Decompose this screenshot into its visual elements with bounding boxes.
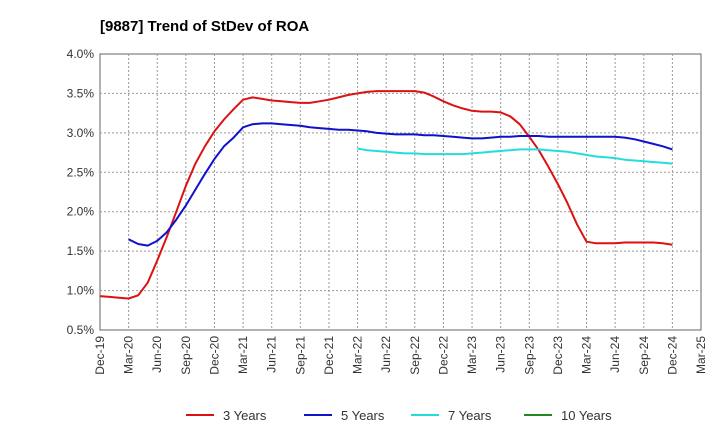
legend-label: 5 Years [341, 408, 385, 423]
x-tick-label: Sep-23 [522, 336, 536, 375]
y-tick-label: 2.5% [67, 165, 95, 179]
x-tick-label: Jun-20 [150, 336, 164, 373]
chart-title: [9887] Trend of StDev of ROA [100, 18, 309, 35]
x-tick-label: Jun-22 [379, 336, 393, 373]
x-tick-label: Dec-20 [207, 336, 221, 375]
x-tick-label: Mar-23 [465, 336, 479, 374]
x-tick-label: Dec-21 [322, 336, 336, 375]
y-tick-label: 1.0% [67, 284, 95, 298]
legend-item-7-years: 7 Years [411, 408, 492, 423]
x-tick-label: Mar-20 [122, 336, 136, 374]
x-tick-label: Mar-25 [694, 336, 708, 374]
x-tick-label: Sep-20 [179, 336, 193, 375]
x-tick-label: Mar-21 [236, 336, 250, 374]
series-lines [99, 90, 673, 300]
series-line-5-years [128, 122, 673, 247]
plot-area [99, 53, 702, 331]
x-tick-label: Sep-24 [637, 336, 651, 375]
x-tick-label: Dec-23 [551, 336, 565, 375]
x-tick-label: Sep-21 [293, 336, 307, 375]
series-line-3-years [99, 90, 673, 300]
x-tick-label: Mar-24 [580, 336, 594, 374]
x-tick-label: Jun-23 [494, 336, 508, 373]
y-gridlines [100, 92, 701, 292]
y-tick-label: 2.0% [67, 205, 95, 219]
x-tick-label: Jun-24 [608, 336, 622, 373]
x-tick-label: Mar-22 [351, 336, 365, 374]
x-tick-label: Jun-21 [265, 336, 279, 373]
x-axis-tick-labels: Dec-19 Mar-20 Jun-20 Sep-20 Dec-20 Mar-21 Jun-… [93, 336, 708, 375]
y-tick-label: 4.0% [67, 47, 95, 61]
x-tick-label: Sep-22 [408, 336, 422, 375]
legend-item-3-years: 3 Years [186, 408, 267, 423]
y-tick-label: 3.0% [67, 126, 95, 140]
plot-frame [99, 53, 702, 331]
legend-label: 10 Years [561, 408, 612, 423]
y-tick-label: 0.5% [67, 323, 95, 337]
legend-item-5-years: 5 Years [304, 408, 385, 423]
x-tick-label: Dec-19 [93, 336, 107, 375]
legend-label: 7 Years [448, 408, 492, 423]
y-tick-label: 3.5% [67, 86, 95, 100]
y-axis-tick-labels: 0.5% 1.0% 1.5% 2.0% 2.5% 3.0% 3.5% 4.0% [67, 47, 95, 337]
legend-item-10-years: 10 Years [524, 408, 612, 423]
series-line-7-years [357, 147, 673, 165]
legend-label: 3 Years [223, 408, 267, 423]
x-tick-label: Dec-22 [436, 336, 450, 375]
legend: 3 Years 5 Years 7 Years 10 Years [186, 408, 612, 423]
x-tick-label: Dec-24 [665, 336, 679, 375]
y-tick-label: 1.5% [67, 244, 95, 258]
